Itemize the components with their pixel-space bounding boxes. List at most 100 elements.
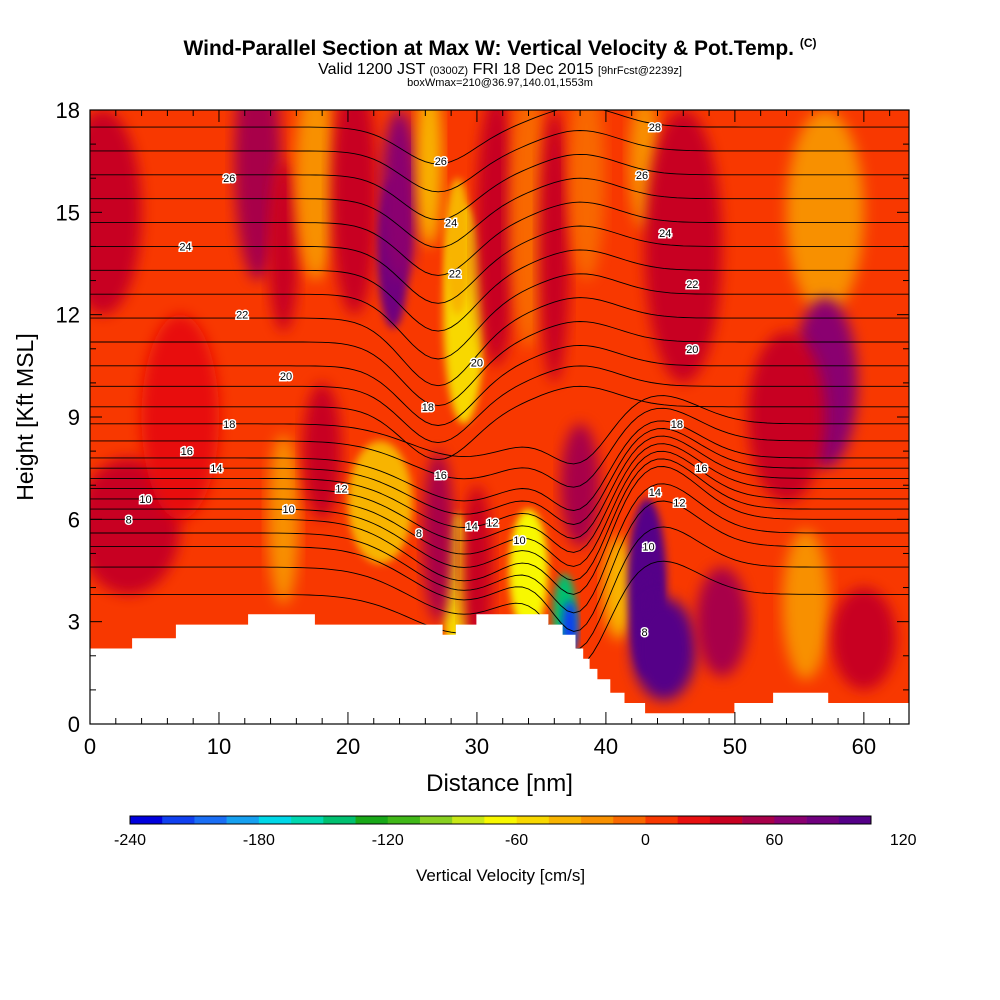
colorbar-swatch	[194, 816, 227, 824]
isentrope-label: 12	[486, 518, 498, 530]
isentrope-line	[90, 428, 909, 525]
y-tick-label: 18	[56, 98, 80, 123]
isentrope-line	[90, 420, 909, 511]
colorbar-swatch	[226, 816, 260, 824]
velocity-cell	[416, 110, 443, 247]
isentrope-label: 24	[445, 218, 457, 230]
velocity-cell	[786, 110, 864, 315]
colorbar-tick-label: -120	[372, 832, 404, 849]
isentrope-label: 14	[649, 487, 661, 499]
colorbar-swatch	[387, 816, 421, 824]
colorbar-swatch	[419, 816, 453, 824]
colorbar-swatch	[581, 816, 614, 824]
colorbar-swatch	[130, 816, 163, 824]
velocity-cell	[295, 110, 337, 281]
colorbar-swatch	[774, 816, 807, 824]
isentrope-label: 16	[695, 463, 707, 475]
colorbar-swatch	[355, 816, 389, 824]
isentrope-label: 16	[181, 446, 193, 458]
isentrope-label: 8	[642, 627, 648, 639]
velocity-cell	[831, 587, 897, 690]
x-tick-label: 0	[84, 734, 96, 759]
isentrope-label: 20	[686, 344, 698, 356]
isentrope-label: 14	[210, 463, 222, 475]
colorbar-tick-label: 0	[641, 832, 650, 849]
colorbar-swatch	[258, 816, 292, 824]
isentrope-line	[90, 201, 909, 276]
velocity-cell	[538, 110, 570, 383]
chart-title: Wind-Parallel Section at Max W: Vertical…	[0, 36, 1000, 61]
axes: 0 10 20 30 40 50 60 0 3 6 9 12 15 18 Distance [nm] Heig…	[12, 98, 910, 797]
isentrope-line	[90, 130, 909, 193]
valid-time-utc: (0300Z)	[429, 65, 469, 77]
colorbar-tick-label: -240	[114, 832, 146, 849]
isentrope-label: 8	[416, 528, 422, 540]
isentrope-line	[90, 321, 909, 407]
isentrope-label: 18	[223, 419, 235, 431]
x-tick-label: 60	[852, 734, 876, 759]
isentrope-line	[90, 526, 909, 650]
isentrope-label: 24	[179, 241, 191, 253]
isentrope-line	[90, 110, 909, 165]
colorbar-swatch	[806, 816, 840, 824]
isentrope-line	[90, 225, 909, 304]
isentrope-label: 18	[671, 419, 683, 431]
colorbar-swatch	[516, 816, 550, 824]
colorbar-tick-label: -60	[505, 832, 528, 849]
isentrope-label: 24	[659, 228, 671, 240]
chart-title-units: (C)	[799, 36, 817, 50]
y-tick-label: 15	[56, 200, 80, 225]
colorbar: -240-180-120-60060120180Vertical Velocit…	[114, 815, 917, 885]
isentrope-label: 20	[471, 357, 483, 369]
terrain-profile	[89, 614, 910, 725]
isentrope-label: 12	[673, 497, 685, 509]
isentrope-label: 26	[636, 170, 648, 182]
y-tick-label: 12	[56, 303, 80, 328]
isentrope-line	[90, 177, 909, 249]
colorbar-swatch	[645, 816, 678, 824]
velocity-cell	[347, 440, 413, 564]
velocity-cell	[90, 110, 142, 315]
colorbar-swatch	[548, 816, 582, 824]
colorbar-frame	[129, 815, 872, 825]
velocity-cell	[444, 178, 471, 315]
isentrope-line	[90, 500, 909, 632]
isentrope-label: 12	[335, 484, 347, 496]
velocity-cell	[747, 331, 826, 503]
isentrope-line	[90, 435, 909, 539]
isentrope-label: 14	[466, 521, 478, 533]
isentrope-line	[90, 483, 909, 614]
y-tick-label: 6	[68, 507, 80, 532]
isentrope-label: 10	[642, 542, 654, 554]
isentrope-line	[90, 273, 909, 360]
isentrope-label: 8	[126, 514, 132, 526]
chart-subtitle: Valid 1200 JST (0300Z) FRI 18 Dec 2015 […	[0, 61, 1000, 79]
isentrope-line	[90, 407, 909, 488]
x-tick-label: 50	[723, 734, 747, 759]
colorbar-tick-label: 120	[890, 832, 917, 849]
velocity-cell	[631, 597, 697, 701]
colorbar-swatch	[452, 816, 485, 824]
velocity-cell	[509, 509, 548, 632]
isentrope-label: 26	[435, 156, 447, 168]
terrain	[89, 614, 910, 725]
isentrope-label: 16	[435, 470, 447, 482]
isentrope-line	[90, 249, 909, 332]
colorbar-swatch	[709, 816, 743, 824]
y-tick-label: 3	[68, 610, 80, 635]
velocity-cell	[560, 423, 600, 547]
y-axis-label: Height [Kft MSL]	[12, 333, 38, 500]
x-tick-label: 10	[207, 734, 231, 759]
x-tick-label: 30	[465, 734, 489, 759]
x-tick-label: 20	[336, 734, 360, 759]
isentrope-line	[90, 153, 909, 221]
isentrope-label: 10	[282, 504, 294, 516]
velocity-cell	[509, 110, 548, 349]
colorbar-swatch	[613, 816, 646, 824]
isentrope-label: 28	[649, 122, 661, 134]
chart-title-text: Wind-Parallel Section at Max W: Vertical…	[183, 37, 794, 60]
colorbar-swatch	[484, 816, 517, 824]
colorbar-swatch	[162, 816, 195, 824]
y-tick-label: 0	[68, 712, 80, 737]
isentrope-line	[90, 365, 909, 444]
